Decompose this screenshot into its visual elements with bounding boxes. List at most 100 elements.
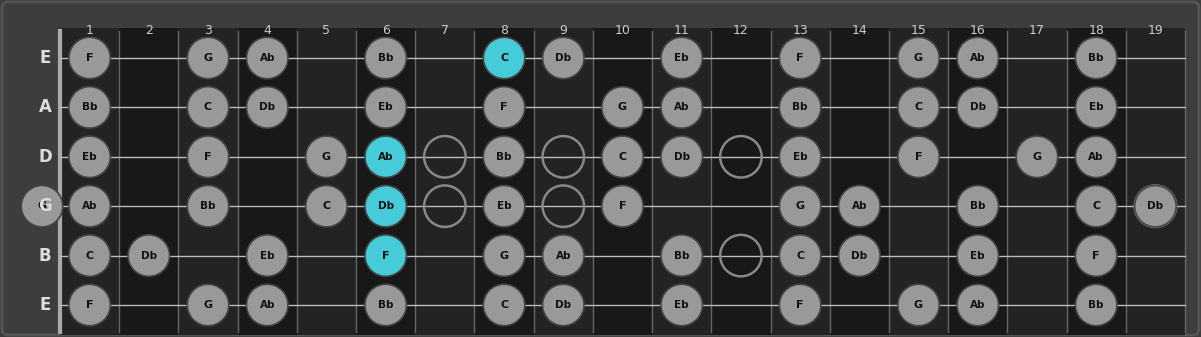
Text: F: F [1093,251,1100,261]
Text: G: G [1033,152,1041,162]
Text: Db: Db [555,300,572,310]
Bar [711,28,771,335]
Text: Eb: Eb [970,251,985,261]
Text: Bb: Bb [201,201,216,211]
Text: Ab: Ab [674,102,689,113]
Text: Db: Db [674,152,689,162]
Circle shape [661,284,703,326]
Text: C: C [1092,201,1100,211]
Text: 13: 13 [793,24,808,36]
Circle shape [68,37,110,79]
Text: Db: Db [852,251,867,261]
Text: Bb: Bb [378,53,394,63]
Text: Ab: Ab [556,251,570,261]
Circle shape [1075,235,1117,276]
Text: F: F [85,300,94,310]
Text: Bb: Bb [674,251,689,261]
Bar [830,28,889,335]
Circle shape [661,37,703,79]
Circle shape [187,136,228,178]
Circle shape [68,87,110,128]
Circle shape [661,87,703,128]
Text: 3: 3 [204,24,211,36]
Text: Ab: Ab [1088,152,1104,162]
Text: 18: 18 [1088,24,1104,36]
Bar [297,28,355,335]
Bar [60,28,119,335]
Circle shape [246,284,288,326]
Text: C: C [322,201,330,211]
Circle shape [365,87,406,128]
Text: F: F [382,251,389,261]
Text: C: C [204,102,213,113]
Text: G: G [914,53,924,63]
Circle shape [779,136,820,178]
Text: G: G [38,197,52,215]
Text: Eb: Eb [83,152,97,162]
Circle shape [483,235,525,276]
Text: C: C [619,152,627,162]
Circle shape [957,37,998,79]
Circle shape [838,185,880,227]
Text: 8: 8 [500,24,508,36]
Text: Eb: Eb [675,53,689,63]
Circle shape [779,185,820,227]
Text: Db: Db [1147,201,1164,211]
Text: G: G [203,53,213,63]
Circle shape [1075,136,1117,178]
Text: 10: 10 [615,24,631,36]
Text: 16: 16 [970,24,986,36]
Text: 17: 17 [1029,24,1045,36]
Circle shape [779,235,820,276]
Text: G: G [619,102,627,113]
Circle shape [838,235,880,276]
Circle shape [365,235,406,276]
Circle shape [187,87,228,128]
Text: 14: 14 [852,24,867,36]
Circle shape [246,235,288,276]
Bar [1125,28,1185,335]
Bar [889,28,948,335]
Circle shape [602,185,644,227]
Circle shape [365,284,406,326]
Bar [1066,28,1125,335]
Circle shape [602,87,644,128]
Bar [238,28,297,335]
Text: G: G [37,201,47,211]
Text: Bb: Bb [496,152,512,162]
Text: G: G [795,201,805,211]
Text: F: F [619,201,626,211]
Text: Db: Db [377,201,394,211]
Text: Ab: Ab [852,201,867,211]
Text: E: E [40,49,50,67]
Text: G: G [322,152,331,162]
Text: Db: Db [969,102,986,113]
Circle shape [543,284,584,326]
Text: Eb: Eb [675,300,689,310]
Text: Eb: Eb [1089,102,1104,113]
Circle shape [898,284,939,326]
Text: A: A [38,98,52,116]
Text: Bb: Bb [1088,300,1104,310]
Text: C: C [914,102,922,113]
Circle shape [957,87,998,128]
Circle shape [483,284,525,326]
Text: Eb: Eb [793,152,807,162]
Text: Bb: Bb [82,102,97,113]
Bar [593,28,652,335]
Circle shape [365,136,406,178]
Circle shape [779,284,820,326]
Circle shape [187,37,228,79]
Text: B: B [38,247,52,265]
Text: C: C [85,251,94,261]
Text: Ab: Ab [82,201,97,211]
Text: F: F [796,53,803,63]
Text: 7: 7 [441,24,449,36]
Circle shape [1075,284,1117,326]
Text: Eb: Eb [378,102,393,113]
Text: Ab: Ab [259,53,275,63]
Text: 2: 2 [145,24,153,36]
Text: F: F [204,152,211,162]
Circle shape [779,87,820,128]
Text: 15: 15 [910,24,926,36]
